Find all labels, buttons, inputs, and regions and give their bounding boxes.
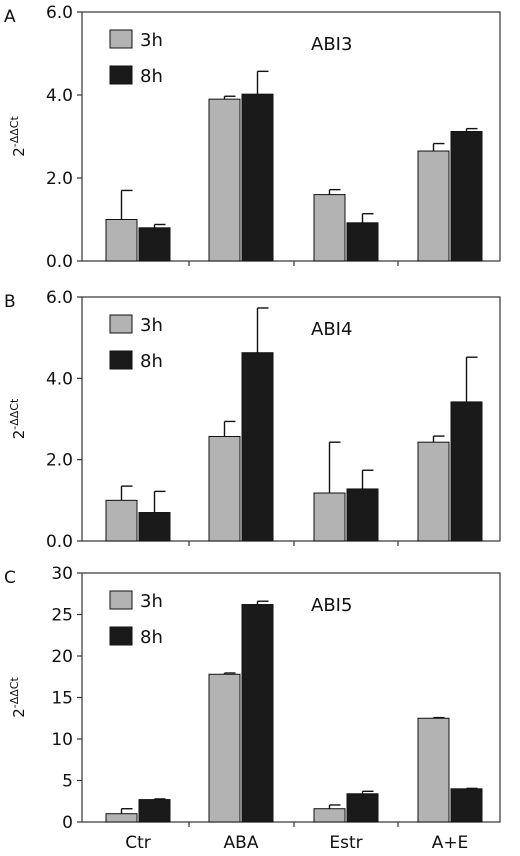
bar-3h-apluse bbox=[417, 717, 450, 823]
bar-8h-ctr bbox=[138, 512, 171, 542]
bar-3h-aba bbox=[208, 673, 241, 823]
legend-swatch-3h bbox=[109, 314, 133, 334]
panel-letter: C bbox=[4, 568, 16, 588]
bar-3h-estr bbox=[313, 808, 346, 823]
y-axis-label-sup: -ΔΔCt bbox=[8, 398, 21, 430]
x-tick-label: Ctr bbox=[125, 833, 151, 853]
y-tick-label: 10 bbox=[51, 730, 73, 750]
chart-title: ABI3 bbox=[311, 34, 352, 55]
y-tick-label: 0 bbox=[62, 813, 73, 833]
legend-label-3h: 3h bbox=[140, 30, 163, 51]
legend-label-8h: 8h bbox=[140, 66, 163, 87]
legend-label-8h: 8h bbox=[140, 351, 163, 372]
y-tick-label: 20 bbox=[51, 647, 73, 667]
bar-8h-estr bbox=[346, 793, 379, 823]
y-tick-label: 6.0 bbox=[46, 288, 73, 308]
y-tick-label: 2.0 bbox=[46, 451, 73, 471]
legend-label-3h: 3h bbox=[140, 591, 163, 612]
y-tick-label: 2.0 bbox=[46, 169, 73, 189]
legend-swatch-3h bbox=[109, 29, 133, 49]
panel-letter: A bbox=[4, 7, 16, 27]
y-axis-label-sup: -ΔΔCt bbox=[8, 116, 21, 148]
bar-3h-estr bbox=[313, 492, 346, 542]
legend-swatch-3h bbox=[109, 590, 133, 610]
y-axis-label: 2-ΔΔCt bbox=[8, 116, 28, 157]
y-tick-label: 25 bbox=[51, 606, 73, 626]
bar-3h-ctr bbox=[105, 219, 138, 262]
panel-a: A 0.0 2.0 4.0 6.0 2-ΔΔCt ABI3 3h 8h bbox=[4, 3, 501, 272]
x-tick-label: ABA bbox=[224, 833, 259, 853]
bar-8h-aba bbox=[241, 604, 274, 823]
bar-3h-aba bbox=[208, 98, 241, 262]
y-axis-label: 2-ΔΔCt bbox=[8, 677, 28, 718]
y-axis-label-base: 2 bbox=[10, 708, 28, 718]
y-tick-label: 4.0 bbox=[46, 86, 73, 106]
legend-label-3h: 3h bbox=[140, 315, 163, 336]
y-tick-label: 15 bbox=[51, 689, 73, 709]
bar-3h-apluse bbox=[417, 441, 450, 542]
bar-3h-estr bbox=[313, 194, 346, 262]
bar-8h-apluse bbox=[450, 401, 483, 542]
bar-3h-aba bbox=[208, 435, 241, 542]
bar-8h-ctr bbox=[138, 799, 171, 823]
bar-8h-apluse bbox=[450, 131, 483, 262]
bar-8h-estr bbox=[346, 488, 379, 542]
chart-title: ABI4 bbox=[311, 319, 352, 340]
y-axis-label-base: 2 bbox=[10, 430, 28, 440]
y-tick-label: 30 bbox=[51, 564, 73, 584]
legend-swatch-8h bbox=[109, 350, 133, 370]
y-axis-label-sup: -ΔΔCt bbox=[8, 677, 21, 709]
bar-3h-ctr bbox=[105, 499, 138, 542]
plot-frame bbox=[81, 296, 501, 542]
legend-label-8h: 8h bbox=[140, 627, 163, 648]
x-tick-label: A+E bbox=[432, 833, 469, 853]
bar-8h-aba bbox=[241, 93, 274, 262]
y-axis-label-base: 2 bbox=[10, 147, 28, 157]
bar-8h-aba bbox=[241, 352, 274, 542]
plot-frame bbox=[81, 11, 501, 262]
panel-letter: B bbox=[4, 292, 16, 312]
y-tick-label: 0.0 bbox=[46, 532, 73, 552]
bar-8h-ctr bbox=[138, 227, 171, 262]
y-axis-label: 2-ΔΔCt bbox=[8, 398, 28, 439]
panel-b: B 0.0 2.0 4.0 6.0 2-ΔΔCt ABI4 3h 8h bbox=[4, 288, 501, 552]
legend-swatch-8h bbox=[109, 626, 133, 646]
y-tick-label: 0.0 bbox=[46, 252, 73, 272]
legend-swatch-8h bbox=[109, 65, 133, 85]
x-tick-label: Estr bbox=[329, 833, 362, 853]
bar-3h-apluse bbox=[417, 150, 450, 262]
y-tick-label: 4.0 bbox=[46, 369, 73, 389]
y-tick-label: 6.0 bbox=[46, 3, 73, 23]
bar-3h-ctr bbox=[105, 813, 138, 823]
y-tick-label: 5 bbox=[62, 772, 73, 792]
panel-c: C 0 5 10 15 20 25 30 2-ΔΔCt ABI5 3h 8h Ctr ABA Estr A+E bbox=[4, 564, 501, 853]
bar-8h-estr bbox=[346, 222, 379, 262]
bar-8h-apluse bbox=[450, 788, 483, 823]
chart-title: ABI5 bbox=[311, 595, 352, 616]
